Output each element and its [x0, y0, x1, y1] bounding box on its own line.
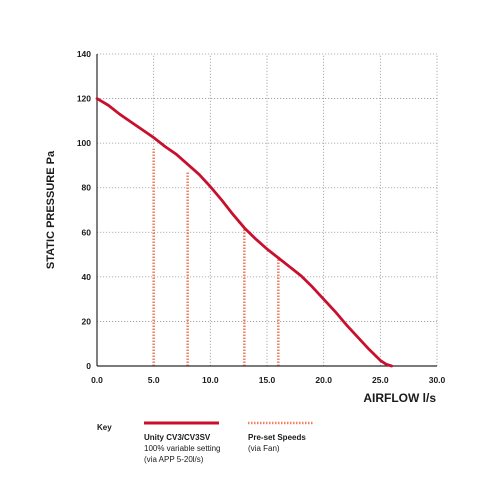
legend-title: Key: [97, 423, 112, 432]
legend: Key Unity CV3/CV3SV 100% variable settin…: [97, 421, 313, 464]
x-tick-label: 30.0: [429, 375, 446, 385]
y-tick-label: 40: [82, 272, 92, 282]
grid-lines: [97, 53, 438, 366]
preset-speed-lines: [152, 148, 280, 366]
legend-subline-preset-1: (via Fan): [248, 444, 280, 453]
axes: [96, 54, 437, 367]
legend-subline-unity-1: 100% variable setting: [144, 444, 221, 453]
y-tick-label: 120: [77, 94, 91, 104]
tick-labels: 0 20 40 60 80 100 120 140 0.0 5.0 10.0 15.0 20.0 25.0…: [77, 49, 446, 385]
x-axis-title: AIRFLOW l/s: [363, 391, 436, 405]
series-line-unity: [95, 97, 394, 368]
y-tick-label: 140: [77, 49, 91, 59]
x-tick-label: 5.0: [148, 375, 160, 385]
y-tick-label: 100: [77, 138, 91, 148]
x-tick-label: 20.0: [315, 375, 332, 385]
y-tick-label: 0: [86, 361, 91, 371]
x-tick-label: 25.0: [372, 375, 389, 385]
legend-label-unity: Unity CV3/CV3SV: [144, 433, 211, 442]
y-tick-label: 60: [82, 227, 92, 237]
x-tick-label: 15.0: [259, 375, 276, 385]
legend-label-preset: Pre-set Speeds: [248, 433, 306, 442]
y-tick-label: 80: [82, 183, 92, 193]
y-tick-label: 20: [82, 316, 92, 326]
x-tick-label: 10.0: [202, 375, 219, 385]
x-tick-label: 0.0: [91, 375, 103, 385]
legend-subline-unity-2: (via APP 5-20l/s): [144, 455, 204, 464]
series-lines: [95, 97, 394, 368]
y-axis-title: STATIC PRESSURE Pa: [45, 150, 57, 269]
